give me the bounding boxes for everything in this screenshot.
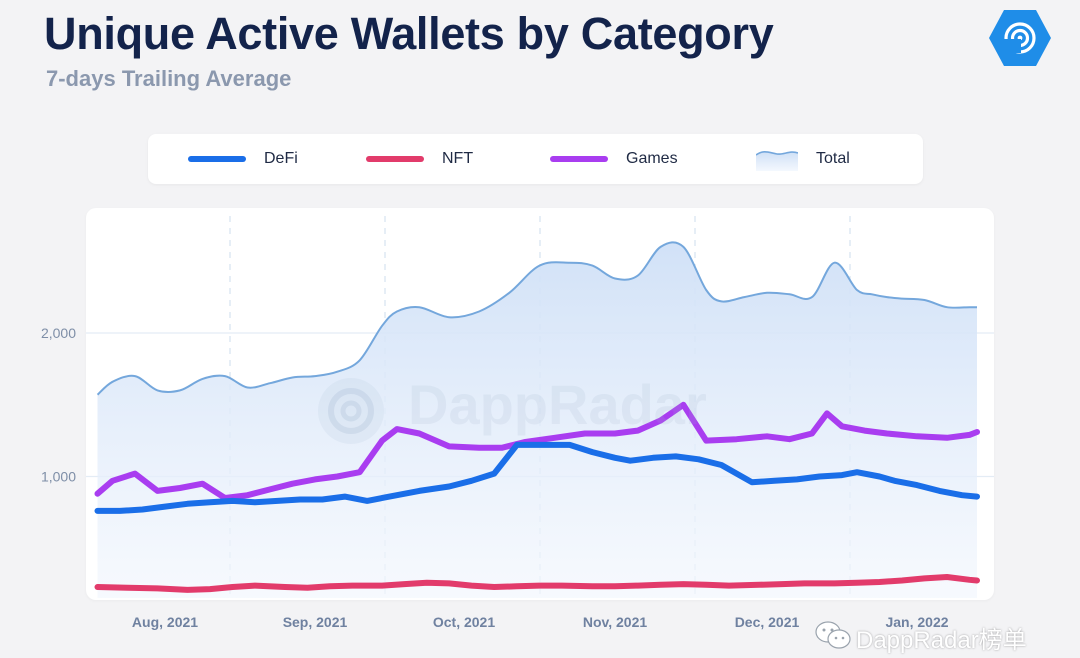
x-tick-label-3: Nov, 2021 — [583, 614, 648, 630]
series-total-line — [96, 241, 977, 396]
chart-legend: DeFi NFT Games Total — [148, 134, 923, 184]
series-nft-line — [94, 574, 980, 593]
series-total-area — [97, 242, 977, 598]
legend-item-games: Games — [550, 134, 678, 184]
dappradar-logo-icon — [989, 10, 1051, 66]
x-tick-label-4: Dec, 2021 — [735, 614, 800, 630]
legend-swatch-defi — [188, 156, 246, 162]
y-tick-label-1: 2,000 — [41, 325, 76, 341]
wechat-icon — [815, 621, 851, 649]
legend-item-defi: DeFi — [188, 134, 298, 184]
legend-swatch-nft — [366, 156, 424, 162]
legend-label-games: Games — [626, 150, 678, 167]
x-tick-label-0: Aug, 2021 — [132, 614, 198, 630]
chart-subtitle: 7-days Trailing Average — [46, 66, 292, 91]
legend-label-defi: DeFi — [264, 150, 298, 167]
legend-swatch-games — [550, 156, 608, 162]
footer-caption: DappRadar榜单 — [856, 627, 1027, 654]
x-tick-label-2: Oct, 2021 — [433, 614, 495, 630]
legend-item-total: Total — [756, 134, 850, 184]
legend-label-nft: NFT — [442, 150, 474, 167]
chart-title: Unique Active Wallets by Category — [44, 8, 774, 59]
x-tick-label-5: Jan, 2022 — [885, 614, 948, 630]
y-tick-label-0: 1,000 — [41, 469, 76, 485]
x-tick-label-1: Sep, 2021 — [283, 614, 348, 630]
series-defi-line — [94, 441, 980, 514]
legend-label-total: Total — [816, 150, 850, 167]
watermark-text: DappRadar — [408, 373, 707, 436]
legend-swatch-total — [756, 150, 798, 171]
legend-item-nft: NFT — [366, 134, 473, 184]
watermark-logo-icon — [318, 378, 384, 444]
